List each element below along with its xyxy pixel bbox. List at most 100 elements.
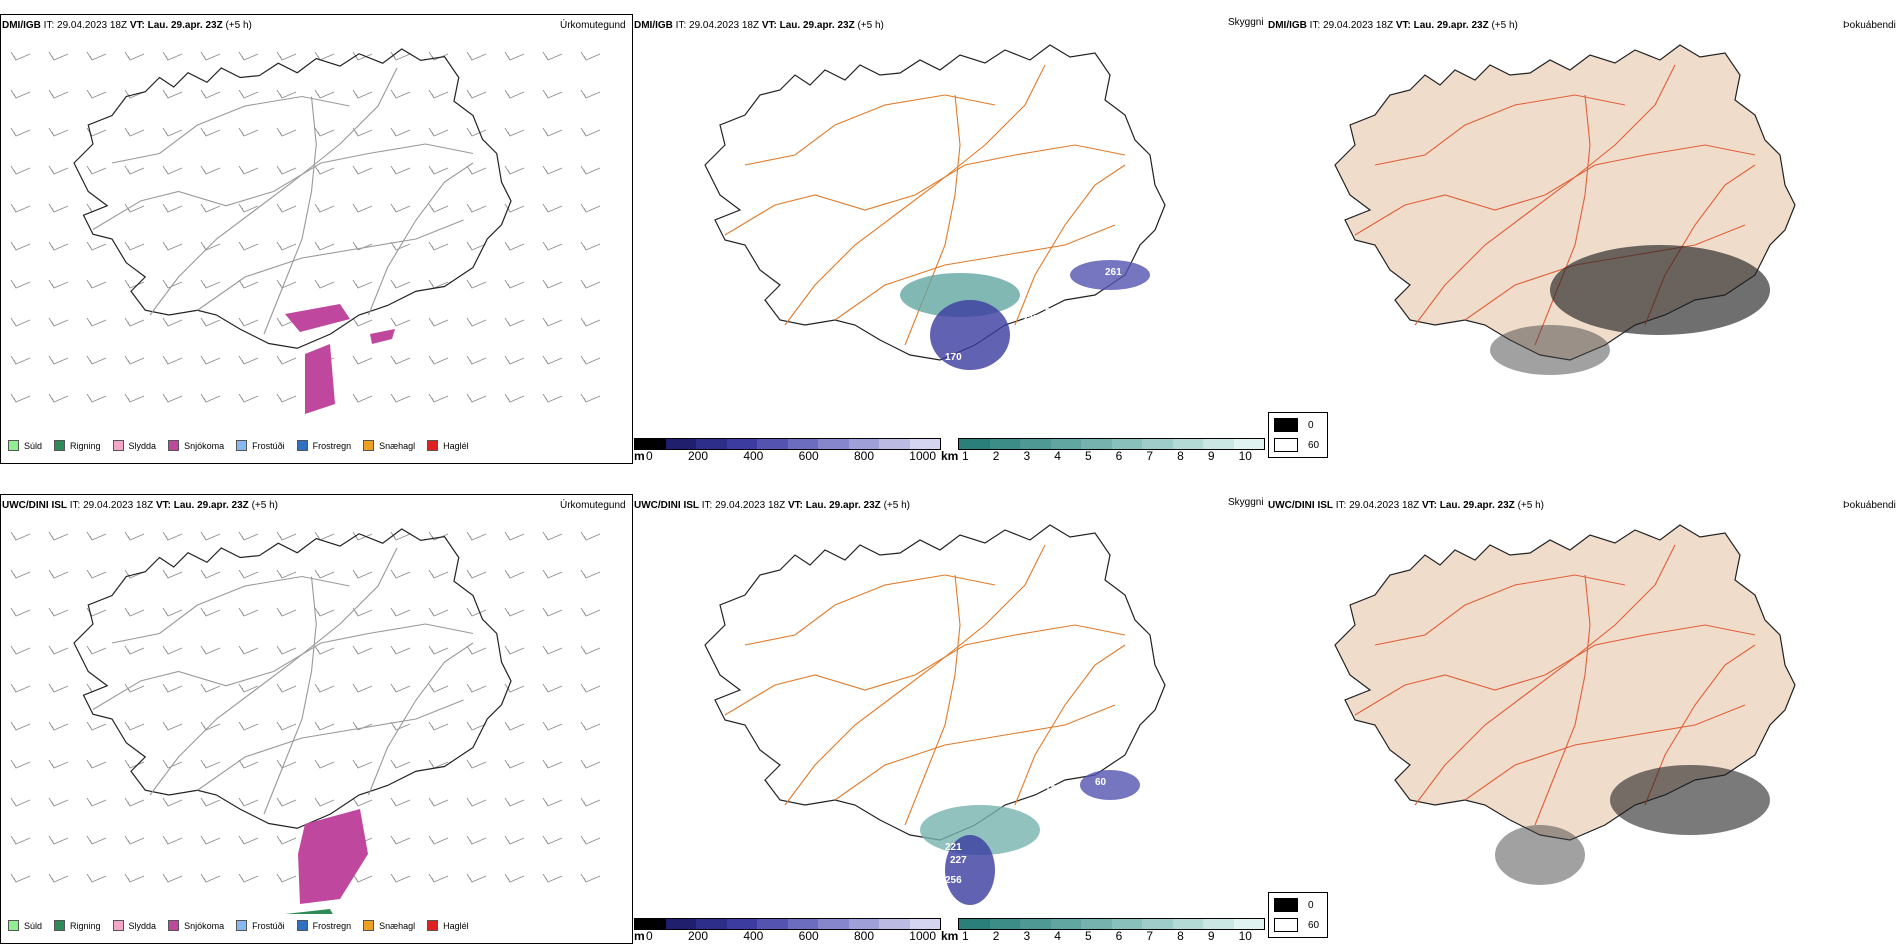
precip-type-title: Úrkomutegund (560, 20, 626, 31)
iceland-coastline (73, 528, 512, 829)
wind-barb (504, 721, 525, 731)
snow-area (370, 329, 395, 344)
wind-barb (10, 797, 31, 807)
visibility-map: 261 233 225 170 216 (704, 44, 1166, 401)
wind-barb (124, 721, 145, 731)
wind-barb (238, 645, 259, 655)
legend-item: Slydda (112, 920, 157, 931)
road-line (197, 219, 464, 311)
wind-barb (48, 607, 69, 617)
wind-barb (86, 51, 107, 61)
road-line (149, 67, 398, 316)
ceiling-ticks: 0 200 400 600 800 1000 (646, 449, 936, 463)
wind-barb (48, 89, 69, 99)
ceiling-tick: 800 (853, 449, 874, 463)
visibility-tick: 2 (992, 929, 1000, 943)
wind-barb (542, 569, 563, 579)
road-line (1014, 644, 1126, 806)
wind-barb (48, 759, 69, 769)
wind-barb (580, 203, 601, 213)
wind-barb (352, 241, 373, 251)
wind-barb (428, 645, 449, 655)
road-line (834, 224, 1116, 321)
legend-label: Slydda (128, 920, 157, 931)
wind-barb (428, 873, 449, 883)
road-line (1374, 574, 1626, 646)
wind-barb (390, 89, 411, 99)
it-label: IT: (675, 20, 690, 31)
fog-area (1495, 825, 1585, 885)
ceiling-tick: 600 (798, 449, 819, 463)
wind-barb (162, 127, 183, 137)
wind-barb (542, 355, 563, 365)
road-line (263, 96, 317, 335)
wind-barb (504, 645, 525, 655)
visibility-tick: 1 (962, 449, 969, 463)
wind-barb (86, 393, 107, 403)
wind-barb (390, 607, 411, 617)
wind-barb (48, 569, 69, 579)
visibility-tick: 7 (1146, 929, 1154, 943)
wind-barb (580, 607, 601, 617)
wind-barb (238, 835, 259, 845)
wind-barb (48, 165, 69, 175)
wind-barb (352, 355, 373, 365)
wind-barb (86, 569, 107, 579)
wind-barb (86, 279, 107, 289)
wind-barb (10, 355, 31, 365)
wind-barb (276, 393, 297, 403)
wind-barb (10, 241, 31, 251)
wind-barb (48, 721, 69, 731)
wind-barb (238, 355, 259, 365)
wind-barb (352, 51, 373, 61)
wind-barb (466, 835, 487, 845)
wind-barb (504, 89, 525, 99)
cloud-legend-label: 60 (1308, 919, 1320, 931)
road-line (724, 144, 1126, 236)
wind-barb (10, 607, 31, 617)
wind-barb (428, 683, 449, 693)
legend-label: Snæhagl (379, 920, 416, 931)
wind-barb (124, 279, 145, 289)
wind-barb (162, 241, 183, 251)
ceiling-tick: 1000 (909, 449, 936, 463)
model-name: DMI/IGB (634, 20, 673, 31)
wind-barb (200, 607, 221, 617)
wind-barb (238, 317, 259, 327)
wind-barb (428, 607, 449, 617)
wind-barb (352, 279, 373, 289)
wind-barb (162, 89, 183, 99)
vt-label: VT: (1421, 500, 1440, 511)
wind-barb (428, 127, 449, 137)
wind-barb (276, 203, 297, 213)
legend-label: Snjókoma (184, 920, 225, 931)
wind-barb (200, 797, 221, 807)
wind-barb (10, 531, 31, 541)
wind-barb (200, 203, 221, 213)
wind-barb (238, 127, 259, 137)
wind-barb (504, 355, 525, 365)
cloud-legend-item: 60 (1274, 918, 1319, 932)
road-line (744, 94, 996, 166)
wind-barb (10, 645, 31, 655)
wind-barb (580, 569, 601, 579)
wind-barb (124, 393, 145, 403)
wind-barb (162, 203, 183, 213)
wind-barb (276, 279, 297, 289)
wind-barb (48, 873, 69, 883)
legend-swatch (54, 440, 66, 451)
lead-time: (+5 h) (251, 500, 278, 511)
visibility-tick: 9 (1207, 449, 1215, 463)
legend-label: Snjókoma (184, 440, 225, 451)
wind-barb (86, 531, 107, 541)
wind-barb (504, 279, 525, 289)
wind-barb (162, 279, 183, 289)
wind-barb (200, 683, 221, 693)
wind-barb (86, 759, 107, 769)
visibility-ticks: 1 2 3 4 5 6 7 8 9 10 (962, 449, 1252, 463)
wind-barb (542, 393, 563, 403)
legend-item: Rigning (54, 920, 101, 931)
wind-barb (580, 873, 601, 883)
wind-barb (10, 721, 31, 731)
vt-label: VT: (787, 500, 806, 511)
